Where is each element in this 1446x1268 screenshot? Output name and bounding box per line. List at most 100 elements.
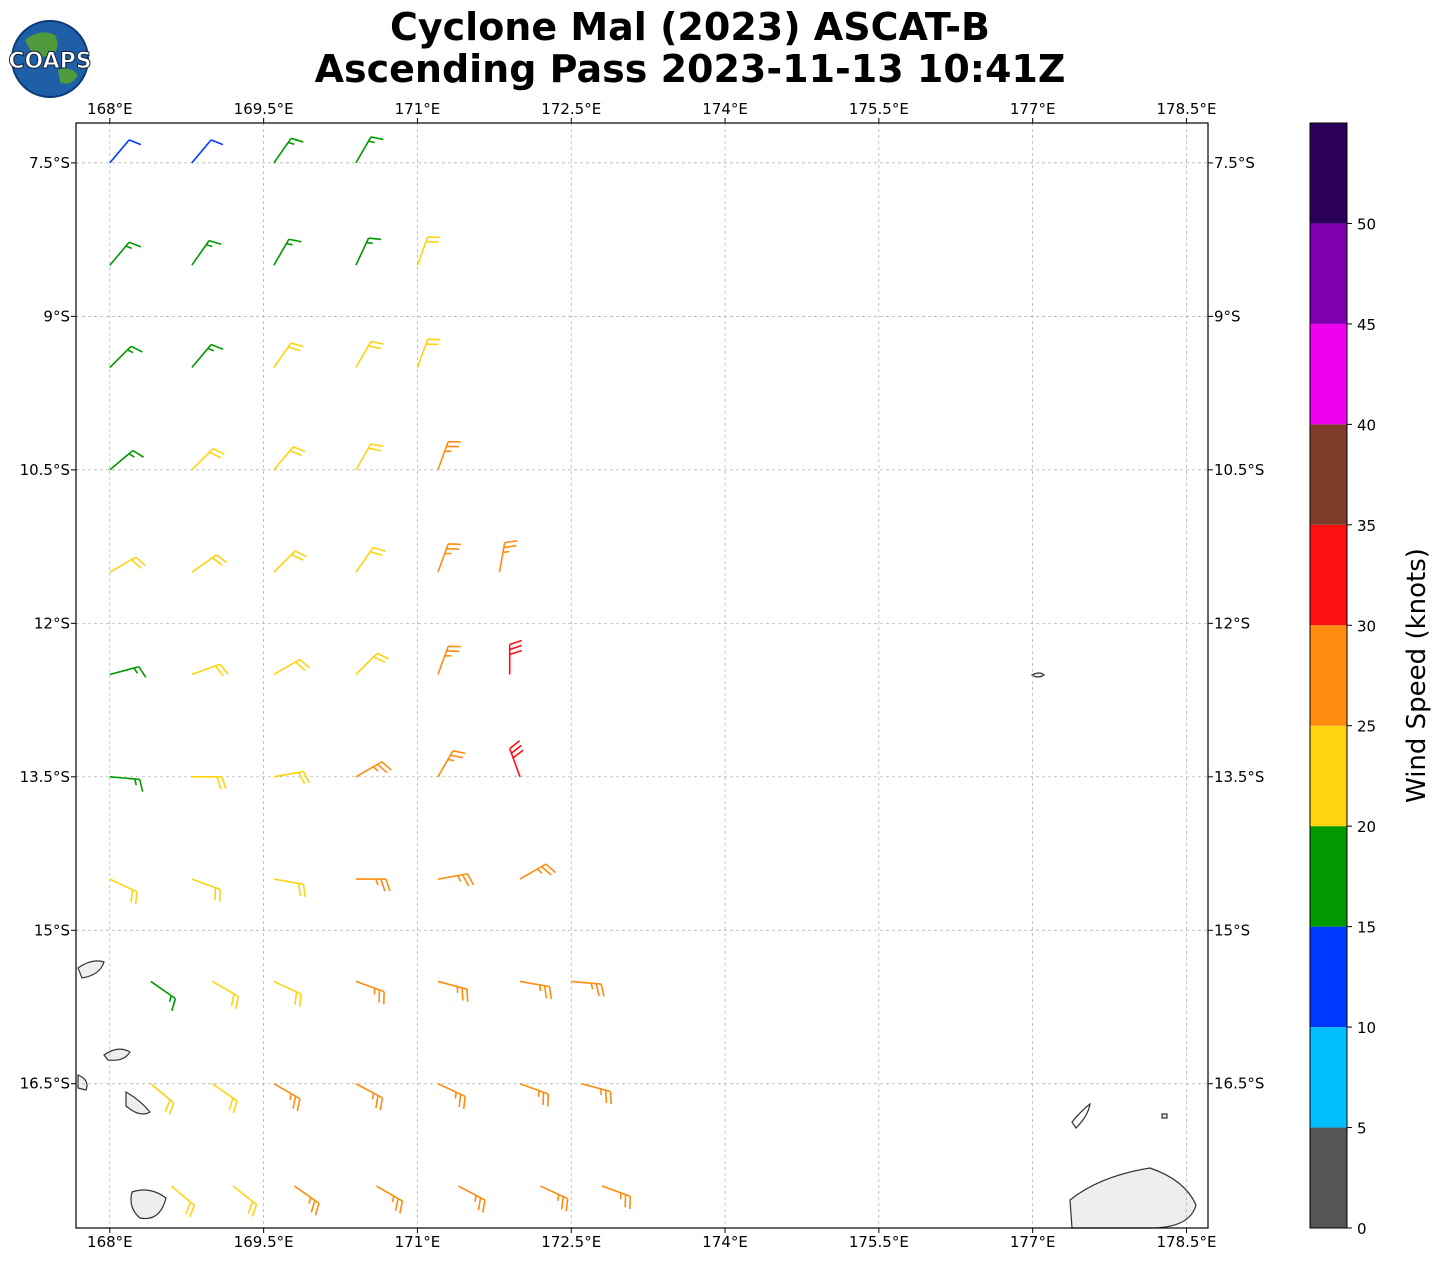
wind-barb [191,775,227,790]
y-tick-label: 9°S [1214,307,1241,325]
wind-barb [191,239,222,266]
y-tick-label: 10.5°S [1214,461,1264,479]
colorbar-frame [1309,122,1348,1229]
wind-barb [519,863,556,880]
wind-barb [273,658,310,676]
wind-barb [273,446,306,471]
wind-barb [355,761,392,778]
colorbar-bin [1310,1127,1347,1228]
x-tick-label: 169.5°E [234,1233,294,1251]
colorbar-label: Wind Speed (knots) [1402,548,1432,803]
wind-barb [437,440,461,471]
coastlines [77,672,1197,1229]
colorbar-tick-label: 50 [1357,215,1376,233]
wind-barb [150,1083,175,1116]
wind-barb [355,546,386,573]
x-tick-label: 177°E [1010,1233,1056,1251]
colorbar-tick-label: 0 [1357,1220,1367,1238]
wind-barb [437,543,461,573]
wind-barb [355,652,389,676]
colorbar-tick-label: 30 [1357,617,1376,635]
wind-barb [273,550,307,573]
x-tick-label: 169.5°E [234,100,294,118]
chart-title: Cyclone Mal (2023) ASCAT-B [390,5,990,49]
y-tick-label: 7.5°S [1214,154,1255,172]
wind-barb [416,338,441,368]
wind-barb [109,878,138,905]
wind-barb [109,345,143,369]
colorbar-bin [1310,524,1347,626]
y-tick-label: 9°S [43,307,70,325]
wind-barb [581,1082,613,1105]
colorbar-tick-label: 45 [1357,316,1376,334]
x-tick-label: 171°E [395,100,441,118]
wind-barb [498,539,518,573]
plot-frame [75,122,1209,1229]
wind-barb [109,665,147,678]
logo-land [25,32,78,84]
colorbar-tick-label: 15 [1357,919,1376,937]
wind-barb [211,1083,238,1114]
x-tick-label: 178.5°E [1157,100,1217,118]
wind-barb [293,1185,320,1216]
colorbar-tick-label: 10 [1357,1019,1376,1037]
wind-barb [355,237,382,266]
x-tick-label: 174°E [702,1233,748,1251]
wind-barb [170,1185,196,1218]
wind-barb [437,645,461,675]
wind-barb [273,137,304,164]
x-tick-label: 168°E [87,100,133,118]
x-tick-label: 177°E [1010,100,1056,118]
logo-text: COAPS [8,49,91,74]
wind-barb [191,663,229,677]
y-tick-label: 10.5°S [20,461,70,479]
colorbar-bin [1310,424,1347,525]
wind-barb [232,1185,258,1217]
wind-barb [519,1082,549,1107]
wind-barb [508,740,524,778]
x-tick-label: 171°E [395,1233,441,1251]
y-tick-label: 7.5°S [29,154,70,172]
wind-barb [273,1083,301,1112]
wind-barb [191,343,224,369]
x-tick-label: 178.5°E [1157,1233,1217,1251]
x-tick-label: 175.5°E [849,100,909,118]
wind-barb [355,443,384,471]
wind-barb [519,980,553,1000]
wind-barb [437,750,466,778]
colorbar-tick-label: 20 [1357,818,1376,836]
wind-barb [437,873,475,887]
barbs [109,136,632,1218]
wind-barb [355,980,385,1005]
colorbar-bin [1310,926,1347,1028]
wind-barb [109,241,142,266]
wind-barb [458,1185,486,1213]
wind-barb [571,980,605,997]
colorbar-tick-label: 5 [1357,1120,1367,1138]
colorbar-bin [1310,826,1347,927]
wind-barb [376,1185,404,1214]
wind-barb [109,449,145,471]
wind-barb [109,139,142,164]
colorbar-bin [1310,323,1347,425]
wind-barb [191,139,224,164]
colorbar-bin [1310,1027,1347,1128]
y-tick-label: 12°S [34,614,70,632]
y-tick-label: 12°S [1214,614,1250,632]
colorbar-tick-label: 25 [1357,718,1376,736]
colorbar-bin [1310,223,1347,324]
wind-barb [355,878,391,892]
wind-barb [601,1185,632,1209]
wind-barb [273,238,302,266]
wind-barb [508,639,522,675]
wind-barb [150,980,177,1011]
colorbar-bin [1310,123,1347,224]
colorbar-tick-label: 40 [1357,416,1376,434]
x-tick-label: 172.5°E [541,1233,601,1251]
wind-barb [191,554,228,573]
x-tick-label: 172.5°E [541,100,601,118]
wind-barb [273,878,307,897]
wind-barb [211,980,240,1009]
y-tick-label: 16.5°S [1214,1075,1264,1093]
